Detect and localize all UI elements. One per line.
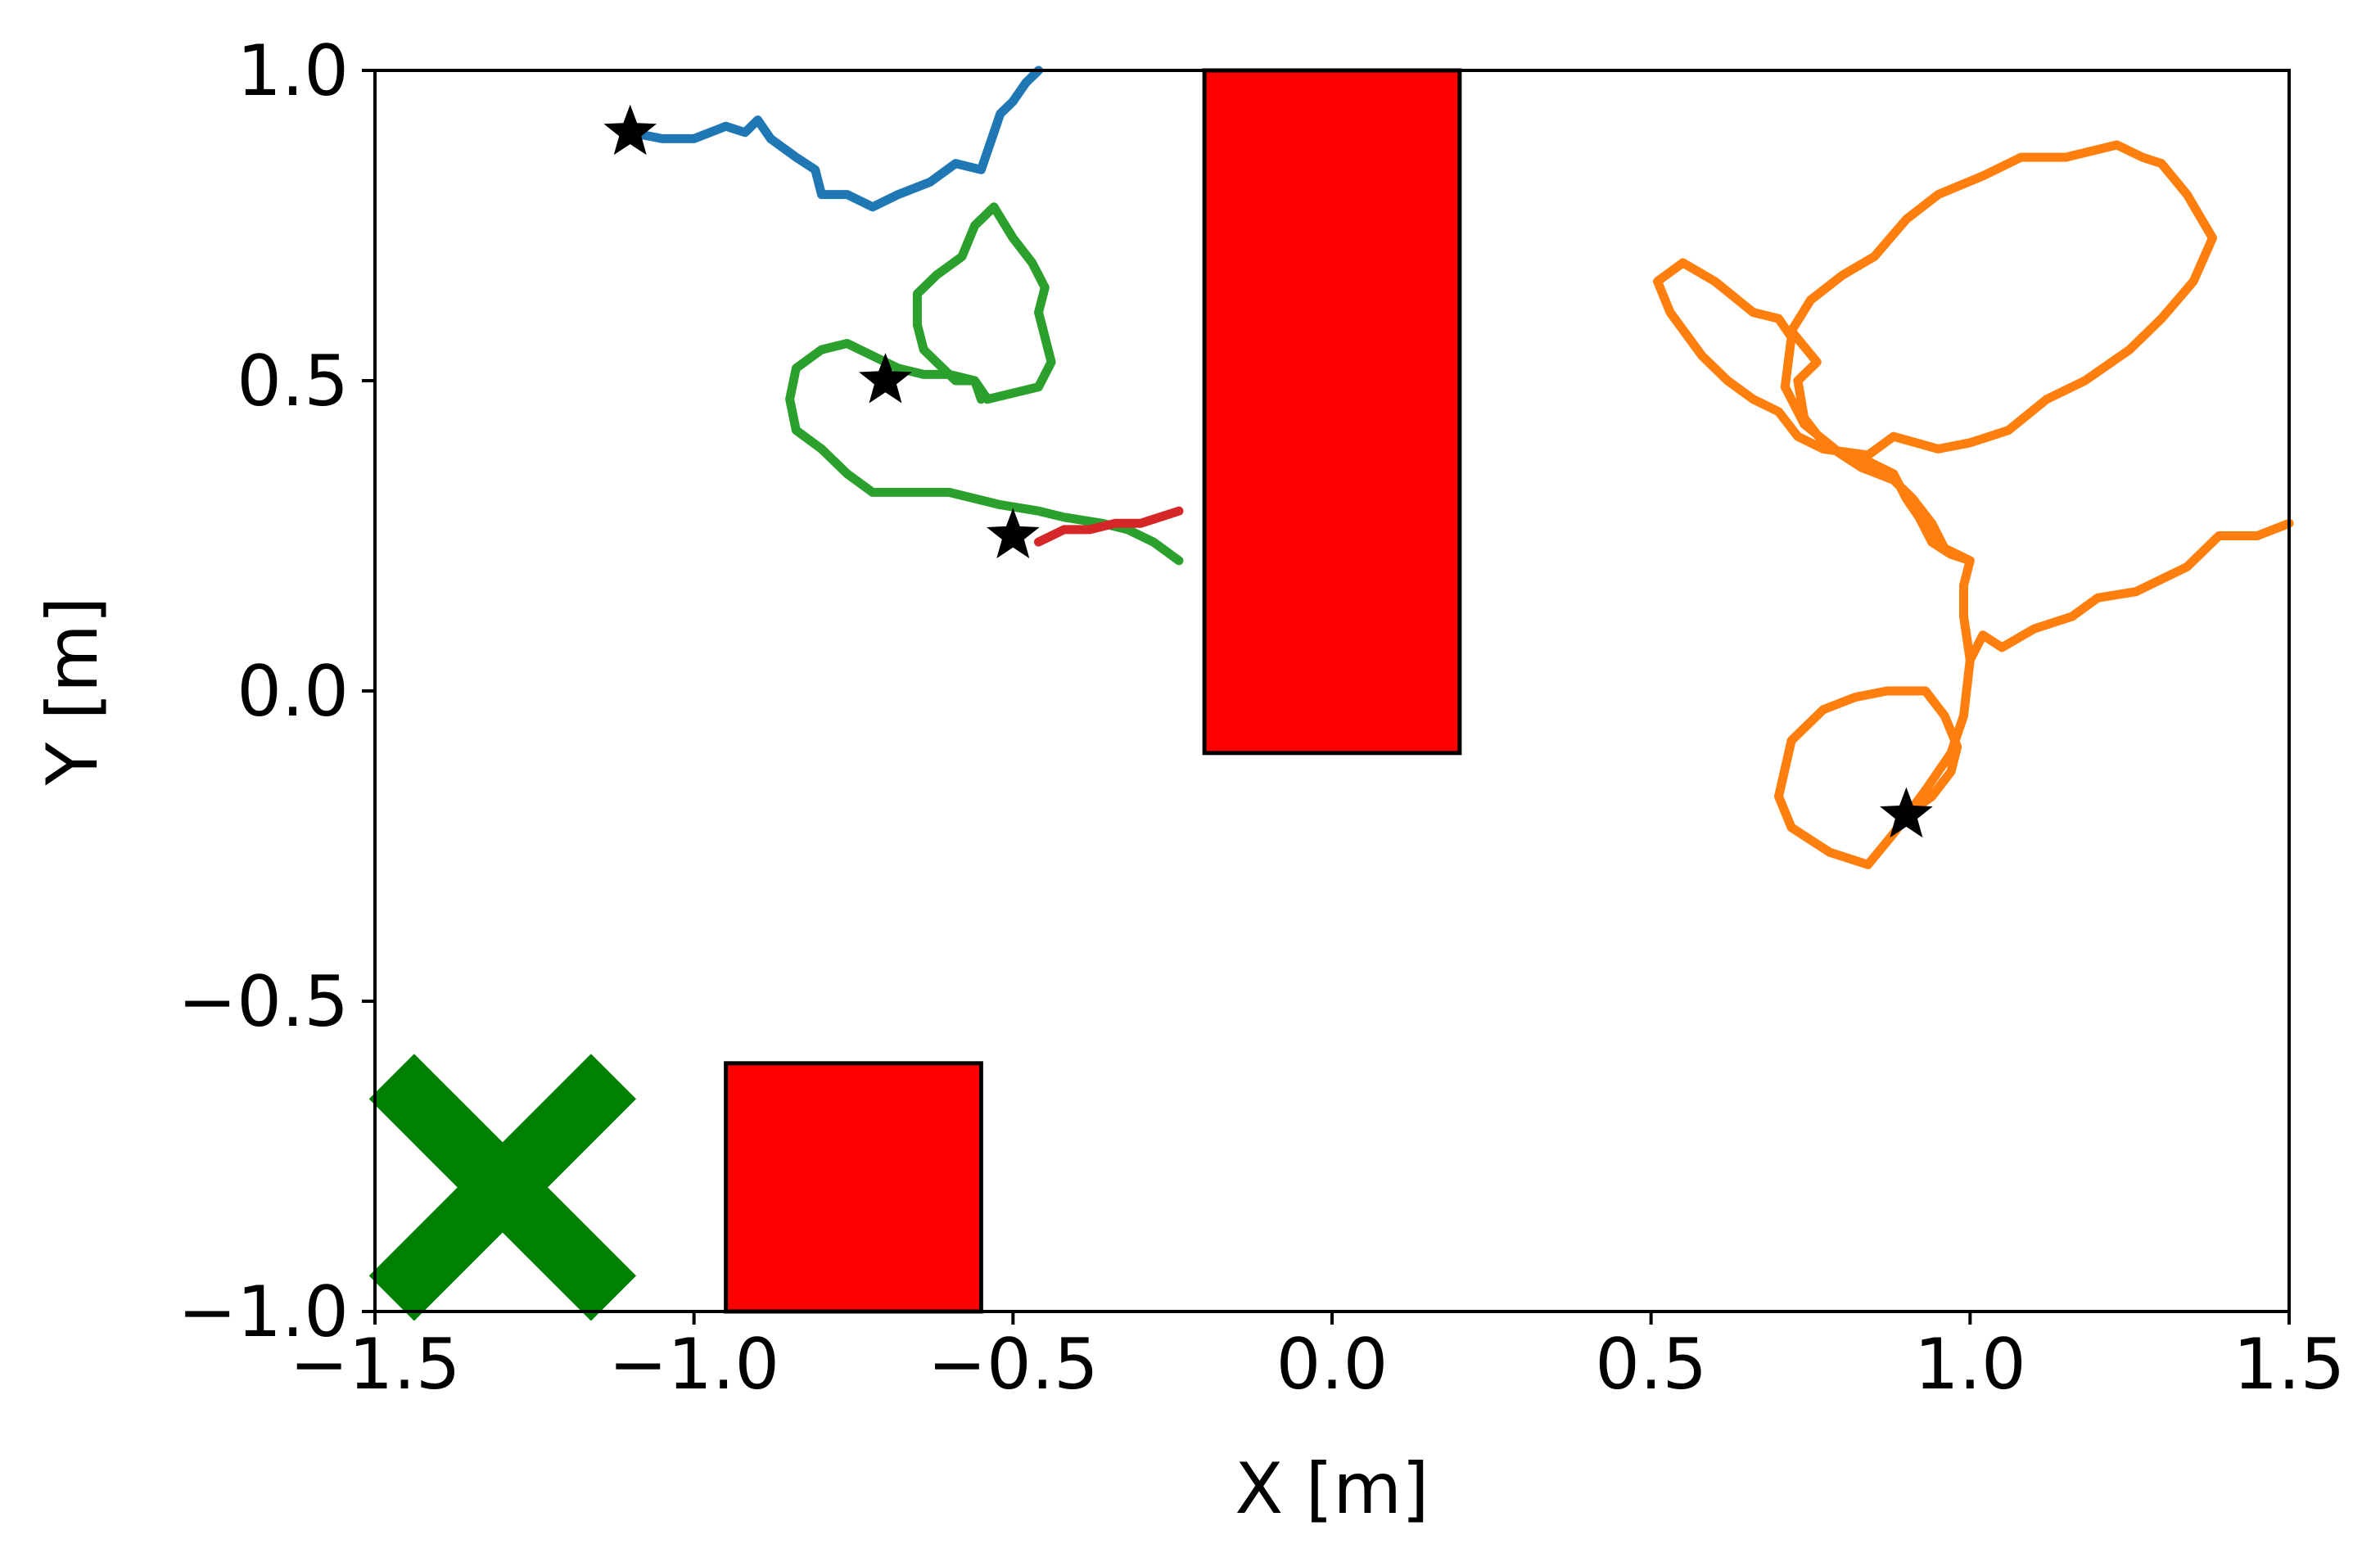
start-star-4 bbox=[1880, 787, 1933, 838]
start-star-3 bbox=[987, 508, 1040, 558]
y-tick-label: −1.0 bbox=[178, 1271, 349, 1353]
y-tick-label: 0.5 bbox=[237, 341, 349, 422]
x-tick-label: −1.5 bbox=[290, 1324, 461, 1406]
trajectory-3 bbox=[1653, 140, 2217, 665]
trajectory-1 bbox=[625, 65, 1043, 212]
x-tick-label: 1.0 bbox=[1914, 1324, 2026, 1406]
goal-marker-stroke-2 bbox=[368, 1054, 637, 1321]
start-star-2 bbox=[859, 353, 912, 404]
x-tick-label: 0.5 bbox=[1595, 1324, 1707, 1406]
x-tick-label: 1.5 bbox=[2233, 1324, 2346, 1406]
trajectory-5 bbox=[1034, 506, 1184, 547]
x-tick-label: −1.0 bbox=[608, 1324, 779, 1406]
x-tick-label: −0.5 bbox=[928, 1324, 1099, 1406]
y-tick-label: 0.0 bbox=[237, 651, 349, 733]
x-tick-label: 0.0 bbox=[1276, 1324, 1389, 1406]
markers-layer bbox=[368, 104, 1933, 1321]
y-axis-ticks: −1.0 −0.5 0.0 0.5 1.0 bbox=[178, 30, 375, 1353]
start-star-1 bbox=[603, 104, 657, 156]
obstacle-2 bbox=[724, 1061, 983, 1314]
y-axis-label: Y [m] bbox=[32, 597, 114, 787]
obstacles-layer bbox=[724, 68, 1462, 1314]
obstacle-1 bbox=[1202, 68, 1462, 756]
x-axis-ticks: −1.5 −1.0 −0.5 0.0 0.5 1.0 1.5 bbox=[290, 1311, 2346, 1406]
y-tick-label: 1.0 bbox=[237, 30, 349, 112]
trajectory-4 bbox=[785, 202, 1184, 566]
y-tick-label: −0.5 bbox=[178, 961, 349, 1043]
x-axis-label: X [m] bbox=[1235, 1448, 1429, 1530]
